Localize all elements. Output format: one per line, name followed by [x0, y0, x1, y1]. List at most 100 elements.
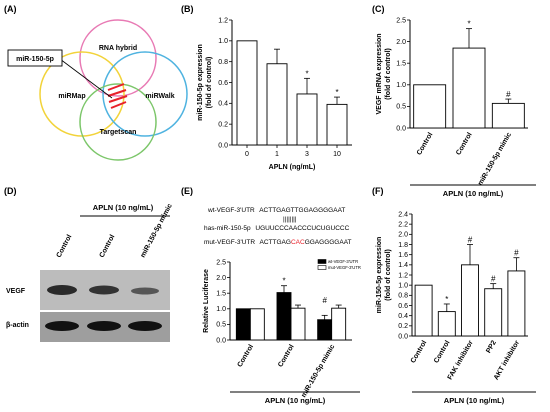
- x-tick-label: 10: [333, 151, 341, 158]
- y-tick-label: 1.5: [396, 61, 406, 68]
- bar: [413, 84, 447, 129]
- y-axis-label: miR-150-5p expression (fold of control): [376, 237, 392, 314]
- x-axis-label: APLN (ng/mL): [269, 164, 316, 171]
- bar: [491, 102, 525, 129]
- y-tick-label: 0.8: [398, 293, 408, 300]
- y-tick-label: 0.4: [218, 101, 228, 108]
- mut-sequence-line: mut-VEGF-3'UTR ACTTGAGCACGGAGGGGAAT: [204, 239, 352, 246]
- panel-label-a: (A): [4, 4, 17, 14]
- significance-mark: *: [282, 277, 285, 286]
- y-tick-label: 1.2: [398, 272, 408, 279]
- x-tick-label: Control: [433, 339, 452, 364]
- significance-mark: #: [491, 275, 496, 284]
- bar: [437, 311, 456, 337]
- y-tick-label: 1.8: [398, 242, 408, 249]
- bar: [317, 319, 333, 341]
- x-tick-label: 1: [275, 151, 279, 158]
- group-label: APLN (10 ng/mL): [444, 396, 505, 405]
- panel-label-d: (D): [4, 186, 17, 196]
- group-label: APLN (10 ng/mL): [265, 396, 326, 405]
- y-tick-label: 0.0: [218, 142, 228, 149]
- y-tick-label: 2.0: [216, 275, 226, 282]
- x-tick-label: miR-150-5p mimic: [477, 131, 513, 186]
- x-tick-label: 3: [305, 151, 309, 158]
- blot-row-label-actin: β-actin: [6, 322, 29, 329]
- y-tick-label: 0.2: [398, 323, 408, 330]
- x-tick-label: Control: [277, 343, 296, 368]
- callout-text: miR-150-5p: [16, 56, 54, 63]
- red-line: [107, 83, 125, 91]
- y-tick-label: 1.0: [218, 38, 228, 45]
- callout-line: [59, 58, 113, 99]
- y-tick-label: 0.6: [398, 303, 408, 310]
- panel-label-b: (B): [181, 4, 194, 14]
- y-tick-label: 0.5: [216, 322, 226, 329]
- group-label: APLN (10 ng/mL): [443, 189, 504, 198]
- significance-mark: *: [467, 20, 470, 29]
- venn-diagram: miR-150-5p RNA hybrid miRMap miRWalk Tar…: [7, 19, 188, 161]
- y-tick-label: 0.5: [396, 104, 406, 111]
- sequence-alignment: wt-VEGF-3'UTR ACTTGAGTTGGAGGGGAAT ||||||…: [204, 207, 352, 246]
- blot-lane-label: Control: [99, 234, 117, 259]
- x-tick-label: Control: [416, 131, 435, 156]
- mir-seq: UGUUCCCAACCCUCUGUCCC: [255, 225, 349, 232]
- venn-label-mirmap: miRMap: [58, 93, 85, 100]
- mir-label: has-miR-150-5p: [204, 225, 251, 232]
- significance-mark: #: [468, 236, 473, 245]
- bar: [484, 288, 503, 337]
- red-line: [108, 95, 128, 103]
- mut-label: mut-VEGF-3'UTR: [204, 239, 255, 246]
- x-tick-label: AKT inhibitor: [493, 339, 521, 381]
- wt-seq: ACTTGAGTTGGAGGGGAAT: [259, 207, 345, 214]
- legend-swatch: [317, 265, 327, 270]
- blot-band: [89, 285, 119, 295]
- chart-c-vegf-mrna: 0.0 0.5 1.0 1.5 2.0 2.5 VEGF mRNA expression (f…: [376, 17, 536, 198]
- y-tick-label: 1.0: [216, 306, 226, 313]
- bar: [235, 308, 251, 341]
- blot-band: [47, 285, 77, 295]
- blot-band: [87, 321, 121, 331]
- panel-label-e: (E): [181, 186, 193, 196]
- y-tick-label: 2.4: [398, 211, 408, 218]
- significance-mark: #: [322, 296, 327, 305]
- bar: [296, 93, 318, 146]
- red-line: [110, 101, 127, 109]
- x-tick-label: Control: [455, 131, 474, 156]
- venn-circle-rna-hybrid: [79, 19, 157, 97]
- venn-label-targetscan: Targetscan: [100, 129, 137, 136]
- x-tick-label: miR-150-5p mimic: [300, 343, 336, 398]
- bar: [290, 307, 306, 341]
- blot-band: [131, 287, 159, 295]
- wt-sequence-line: wt-VEGF-3'UTR ACTTGAGTTGGAGGGGAAT: [207, 207, 345, 214]
- legend-label: mut-VEGF-3'UTR: [328, 265, 361, 270]
- y-axis-label: miR-150-5p expression (fold of control): [197, 44, 213, 121]
- bar: [507, 270, 526, 337]
- red-line: [107, 89, 127, 97]
- wt-label: wt-VEGF-3'UTR: [207, 207, 255, 214]
- y-tick-label: 2.2: [398, 221, 408, 228]
- y-axis-label-line: miR-150-5p expression: [376, 237, 383, 314]
- x-tick-label: PP2: [485, 339, 498, 354]
- y-axis-label-line: miR-150-5p expression: [197, 44, 204, 121]
- venn-label-rna-hybrid: RNA hybrid: [99, 45, 137, 52]
- y-axis-label-line: (fold of control): [206, 57, 213, 109]
- bar: [236, 40, 258, 146]
- significance-mark: *: [335, 88, 338, 97]
- panel-label-c: (C): [372, 4, 385, 14]
- y-tick-label: 1.0: [396, 82, 406, 89]
- venn-circle-targetscan: [79, 83, 157, 161]
- bar: [326, 103, 348, 146]
- y-tick-label: 0.4: [398, 313, 408, 320]
- y-axis-label: VEGF mRNA expression (fold of control): [376, 33, 392, 114]
- mut-seq-a: ACTTGAG: [260, 239, 291, 246]
- x-tick-label: 0: [245, 151, 249, 158]
- x-tick-label: Control: [410, 339, 429, 364]
- venn-circle-mirwalk: [102, 51, 188, 137]
- y-tick-label: 1.5: [216, 291, 226, 298]
- mut-seq-c: GGAGGGGAAT: [305, 239, 352, 246]
- significance-mark: #: [506, 90, 511, 99]
- blot-group-label: APLN (10 ng/mL): [93, 203, 154, 212]
- chart-b-mir150-expression: 0.0 0.2 0.4 0.6 0.8 1.0 1.2 miR-150-5p expressi…: [197, 17, 352, 171]
- venn-label-mirwalk: miRWalk: [145, 93, 174, 100]
